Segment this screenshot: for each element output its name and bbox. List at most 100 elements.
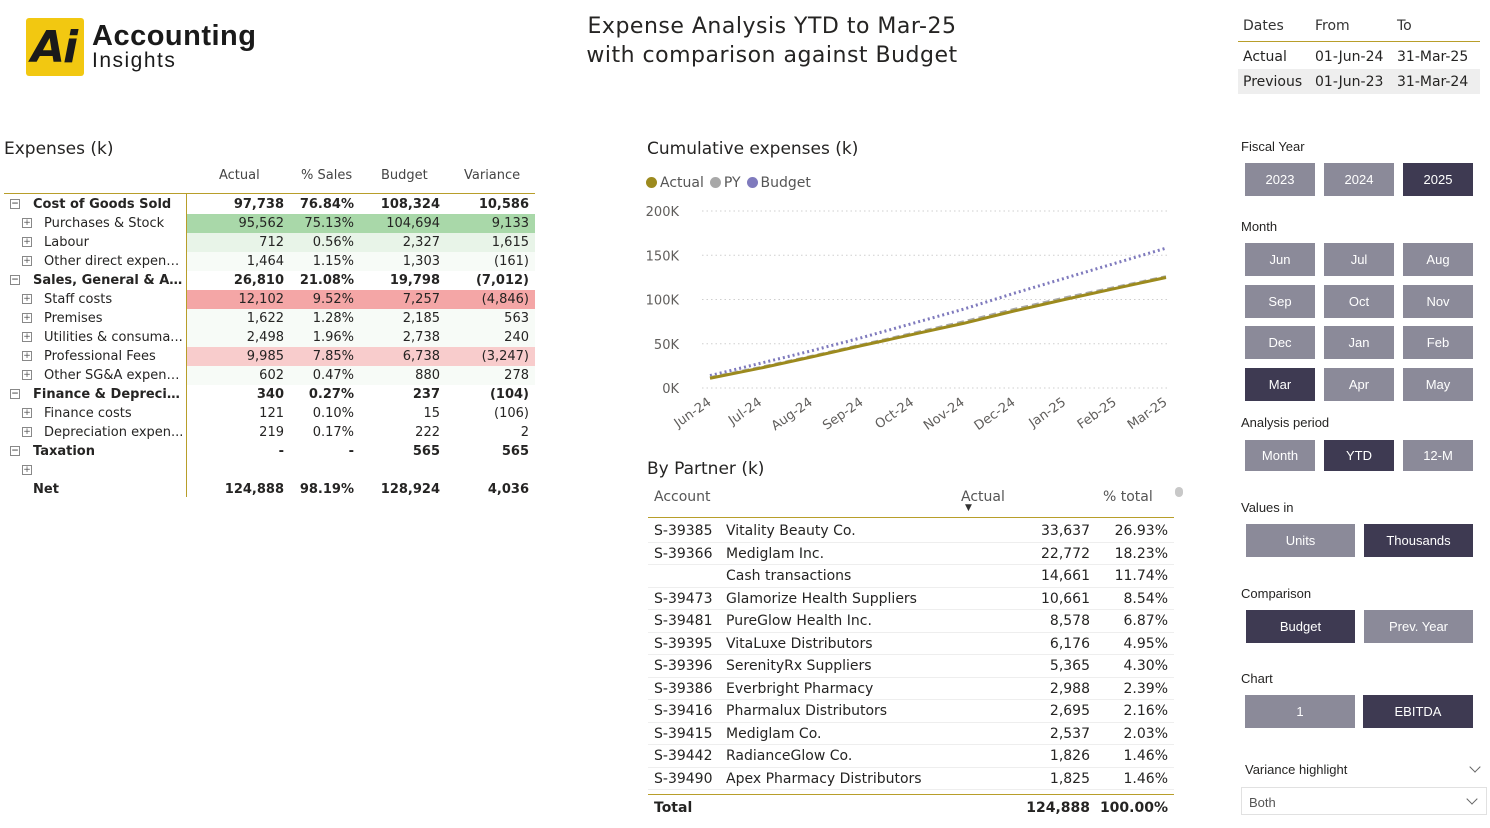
comparison-option[interactable]: Prev. Year <box>1364 610 1473 643</box>
legend-item[interactable]: PY <box>709 175 741 191</box>
expense-row[interactable]: + Depreciation expen... 219 0.17% 222 2 <box>4 423 535 442</box>
partner-row[interactable]: S-39415 Mediglam Co. 2,537 2.03% <box>648 723 1174 745</box>
variance-highlight-dropdown[interactable]: Both <box>1241 787 1487 815</box>
partner-row[interactable]: S-39366 Mediglam Inc. 22,772 18.23% <box>648 543 1174 565</box>
partner-account-id: S-39385 <box>654 523 713 539</box>
legend-item[interactable]: Budget <box>746 175 811 191</box>
col-pct-sales[interactable]: % Sales <box>301 168 353 183</box>
partner-row[interactable]: S-39395 VitaLuxe Distributors 6,176 4.95% <box>648 633 1174 655</box>
chart-option[interactable]: 1 <box>1245 695 1355 728</box>
expense-row[interactable]: + <box>4 461 535 480</box>
expand-icon[interactable]: + <box>22 370 32 380</box>
expand-icon[interactable]: + <box>22 332 32 342</box>
values-in-option[interactable]: Units <box>1246 524 1355 557</box>
fiscal-year-option[interactable]: 2025 <box>1403 163 1473 196</box>
expense-row[interactable]: Net 124,888 98.19% 128,924 4,036 <box>4 480 535 499</box>
partner-scrollbar[interactable] <box>1175 487 1183 497</box>
expand-icon[interactable]: + <box>22 237 32 247</box>
expense-cell: 104,694 <box>360 214 446 233</box>
fiscal-year-option[interactable]: 2024 <box>1324 163 1394 196</box>
values-in-option[interactable]: Thousands <box>1364 524 1473 557</box>
partner-col-actual[interactable]: Actual <box>961 489 1005 505</box>
expand-icon[interactable]: + <box>22 313 32 323</box>
collapse-icon[interactable]: − <box>10 199 20 209</box>
expense-row[interactable]: − Finance & Depreciat... 340 0.27% 237 (104) <box>4 385 535 404</box>
expense-cell <box>290 461 360 480</box>
series-line-actual[interactable] <box>709 276 1167 380</box>
partner-row[interactable]: Cash transactions 14,661 11.74% <box>648 565 1174 588</box>
analysis-period-option[interactable]: YTD <box>1324 440 1394 471</box>
expand-icon[interactable]: + <box>22 427 32 437</box>
month-option[interactable]: Dec <box>1245 326 1315 359</box>
month-option[interactable]: Oct <box>1324 284 1394 318</box>
expense-row-label: Taxation <box>33 444 95 459</box>
chevron-down-icon[interactable] <box>1469 761 1481 773</box>
expense-row-label: Finance & Depreciat... <box>33 387 183 402</box>
month-option[interactable]: Aug <box>1403 243 1473 276</box>
expense-row[interactable]: + Other SG&A expens... 602 0.47% 880 278 <box>4 366 535 385</box>
partner-row[interactable]: S-39385 Vitality Beauty Co. 33,637 26.93% <box>648 520 1174 543</box>
values-in-label: Values in <box>1241 500 1294 515</box>
expense-row[interactable]: + Purchases & Stock 95,562 75.13% 104,694 9,1… <box>4 214 535 233</box>
expense-cell: 240 <box>446 328 535 347</box>
expand-icon[interactable]: + <box>22 294 32 304</box>
col-variance[interactable]: Variance <box>464 168 521 183</box>
month-option[interactable]: Apr <box>1324 367 1394 401</box>
collapse-icon[interactable]: − <box>10 389 20 399</box>
month-option[interactable]: Mar <box>1245 367 1315 401</box>
expand-icon[interactable]: + <box>22 218 32 228</box>
variance-highlight-header[interactable]: Variance highlight <box>1241 760 1487 780</box>
expense-row[interactable]: + Staff costs 12,102 9.52% 7,257 (4,846) <box>4 290 535 309</box>
collapse-icon[interactable]: − <box>10 275 20 285</box>
partner-pct-total: 18.23% <box>1114 545 1168 562</box>
partner-actual: 14,661 <box>1041 568 1090 584</box>
series-line-budget[interactable] <box>709 246 1167 378</box>
partner-name: RadianceGlow Co. <box>726 748 853 764</box>
legend-dot-icon <box>646 177 657 188</box>
expense-row[interactable]: − Cost of Goods Sold 97,738 76.84% 108,324 10… <box>4 195 535 214</box>
expense-row[interactable]: + Finance costs 121 0.10% 15 (106) <box>4 404 535 423</box>
fiscal-year-option[interactable]: 2023 <box>1245 163 1315 196</box>
partner-row[interactable]: S-39416 Pharmalux Distributors 2,695 2.16% <box>648 700 1174 723</box>
expense-cell <box>186 461 290 480</box>
expenses-matrix: Actual % Sales Budget Variance − Cost of … <box>4 166 535 499</box>
expense-row[interactable]: + Utilities & consuma... 2,498 1.96% 2,738 24… <box>4 328 535 347</box>
partner-col-pct-total[interactable]: % total <box>1103 489 1153 505</box>
month-option[interactable]: Jan <box>1324 326 1394 359</box>
analysis-period-option[interactable]: Month <box>1245 440 1315 471</box>
expense-row[interactable]: + Labour 712 0.56% 2,327 1,615 <box>4 233 535 252</box>
partner-row[interactable]: S-39481 PureGlow Health Inc. 8,578 6.87% <box>648 610 1174 633</box>
expense-row[interactable]: + Premises 1,622 1.28% 2,185 563 <box>4 309 535 328</box>
expense-row[interactable]: + Other direct expens... 1,464 1.15% 1,303 (1… <box>4 252 535 271</box>
chart-option[interactable]: EBITDA <box>1363 695 1473 728</box>
partner-row[interactable]: S-39442 RadianceGlow Co. 1,826 1.46% <box>648 745 1174 768</box>
comparison-option[interactable]: Budget <box>1246 610 1355 643</box>
col-actual[interactable]: Actual <box>219 168 260 183</box>
expense-cell: 565 <box>412 444 440 459</box>
expense-row-label: Finance costs <box>44 406 132 421</box>
expense-row[interactable]: − Taxation - - 565 565 <box>4 442 535 461</box>
partner-row[interactable]: S-39396 SerenityRx Suppliers 5,365 4.30% <box>648 655 1174 678</box>
expand-icon[interactable]: + <box>22 465 32 475</box>
partner-row[interactable]: S-39490 Apex Pharmacy Distributors 1,825 1.… <box>648 768 1174 790</box>
month-option[interactable]: Jul <box>1324 243 1394 276</box>
legend-item[interactable]: Actual <box>646 175 704 191</box>
month-option[interactable]: May <box>1403 367 1473 401</box>
expand-icon[interactable]: + <box>22 408 32 418</box>
month-option[interactable]: Nov <box>1403 284 1473 318</box>
col-budget[interactable]: Budget <box>381 168 428 183</box>
partner-row[interactable]: S-39386 Everbright Pharmacy 2,988 2.39% <box>648 678 1174 700</box>
expense-cell: 1,622 <box>186 309 290 328</box>
expense-row[interactable]: − Sales, General & Ad... 26,810 21.08% 19,79… <box>4 271 535 290</box>
expand-icon[interactable]: + <box>22 256 32 266</box>
expense-row[interactable]: + Professional Fees 9,985 7.85% 6,738 (3,247) <box>4 347 535 366</box>
partner-col-account[interactable]: Account <box>654 489 711 505</box>
expand-icon[interactable]: + <box>22 351 32 361</box>
analysis-period-option[interactable]: 12-M <box>1403 440 1473 471</box>
partner-row[interactable]: S-39473 Glamorize Health Suppliers 10,661 8… <box>648 588 1174 610</box>
month-option[interactable]: Sep <box>1245 284 1315 318</box>
chevron-down-icon[interactable] <box>1466 793 1478 805</box>
month-option[interactable]: Jun <box>1245 243 1315 276</box>
collapse-icon[interactable]: − <box>10 446 20 456</box>
month-option[interactable]: Feb <box>1403 326 1473 359</box>
